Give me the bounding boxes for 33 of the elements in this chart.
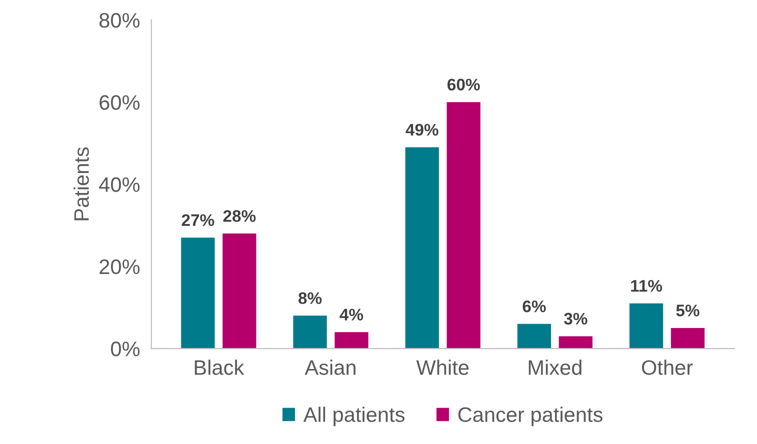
bar — [181, 238, 215, 349]
x-tick-label: Mixed — [528, 360, 582, 375]
data-label: 27% — [182, 214, 214, 226]
bar — [446, 102, 480, 349]
data-label: 3% — [564, 312, 588, 325]
bar — [629, 303, 664, 349]
y-tick-label: 20% — [100, 259, 140, 274]
y-tick-label: 40% — [99, 177, 140, 192]
data-label: 49% — [406, 124, 438, 136]
bar — [558, 336, 592, 349]
data-label: 28% — [223, 210, 256, 222]
data-label: 11% — [631, 280, 662, 292]
bar — [222, 234, 256, 349]
bar — [517, 324, 552, 349]
y-tick-label: 80% — [100, 12, 140, 28]
data-label: 60% — [448, 78, 480, 90]
x-tick-label: Asian — [304, 360, 356, 375]
data-label: 8% — [298, 292, 322, 304]
legend-label: All patients — [303, 406, 404, 426]
x-tick-label: Other — [642, 360, 693, 375]
bar — [670, 328, 705, 349]
bar — [405, 147, 439, 349]
bar — [293, 316, 327, 349]
x-tick-label: Black — [194, 360, 244, 375]
data-label: 6% — [522, 300, 546, 312]
y-tick-label: 60% — [100, 95, 140, 110]
y-tick-label: 0% — [110, 342, 140, 356]
bar — [334, 332, 368, 349]
y-axis-title: Patients — [74, 147, 89, 220]
data-label: 4% — [340, 308, 364, 320]
legend-label: Cancer patients — [458, 406, 602, 426]
data-label: 5% — [676, 304, 700, 316]
x-tick-label: White — [416, 360, 469, 375]
